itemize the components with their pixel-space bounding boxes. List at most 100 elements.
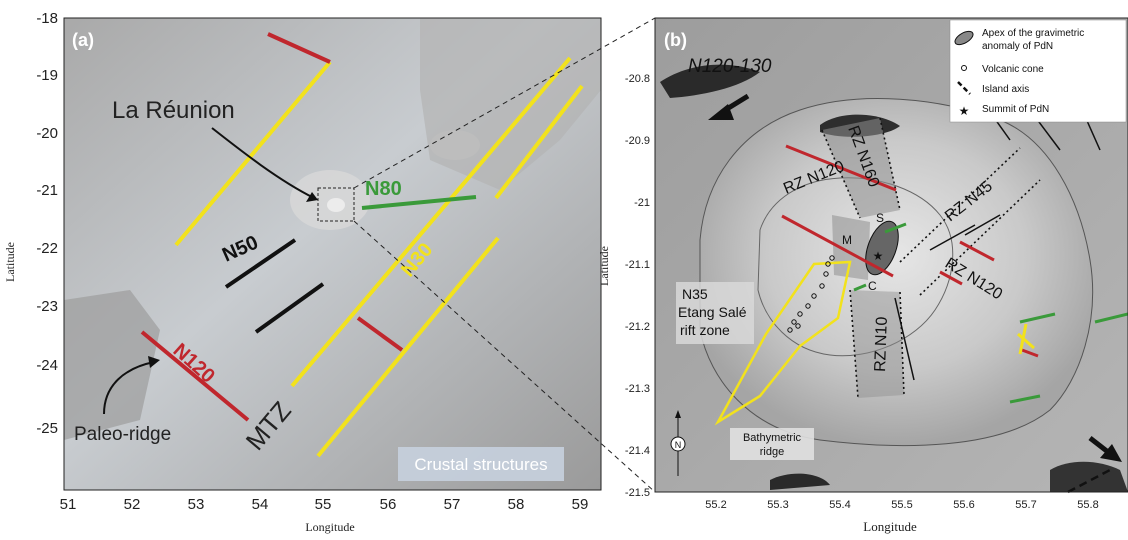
legend-item-label: Summit of PdN (982, 104, 1049, 115)
y-tick-label: -25 (36, 420, 58, 437)
x-tick-label: 51 (60, 496, 77, 513)
panel-a-x-axis-title: Longitude (305, 520, 354, 534)
y-tick-label: -21.2 (625, 321, 650, 333)
circle-icon (811, 293, 817, 299)
panel-a-structures (140, 32, 584, 458)
y-tick-label: -20.8 (625, 73, 650, 85)
rift-zone-n160-area (822, 118, 900, 218)
etang-sale-line: rift zone (680, 322, 730, 338)
bathymetric-ridge-line: Bathymetric (743, 432, 802, 444)
etang-sale-rift-zone-outline (714, 260, 852, 426)
panel-a-y-axis: -18 -19 -20 -21 -22 -23 -24 -25 (36, 10, 58, 437)
circle-icon (787, 327, 793, 333)
x-tick-label: 55.8 (1077, 499, 1098, 511)
summit-star-icon: ★ (873, 249, 884, 263)
m-label: M (842, 233, 852, 247)
bathymetric-ridge-label-box (730, 428, 814, 460)
circle-icon (819, 283, 825, 289)
n80-label: N80 (365, 178, 402, 200)
ellipse-icon (954, 30, 974, 46)
etang-sale-line: N35 (682, 286, 708, 302)
red-n120-lineament (356, 316, 404, 352)
bathymetric-feature (1050, 461, 1128, 492)
x-tick-label: 56 (380, 496, 397, 513)
circle-icon (825, 261, 831, 267)
x-tick-label: 55.2 (705, 499, 726, 511)
y-tick-label: -20.9 (625, 135, 650, 147)
panel-b-y-axis: -20.8 -20.9 -21 -21.1 -21.2 -21.3 -21.4 … (625, 73, 650, 499)
panel-a-y-axis-title: Latitude (3, 242, 17, 282)
panel-a-mauritius-relief (430, 130, 480, 160)
la-reunion-pointer-arrow (211, 127, 315, 199)
etang-sale-label-box (676, 282, 754, 344)
y-tick-label: -21 (36, 182, 58, 199)
yellow-n30-lineament (174, 60, 332, 247)
circle-icon (805, 303, 811, 309)
inset-connector-line (353, 220, 656, 493)
panel-a: -18 -19 -20 -21 -22 -23 -24 -25 Latitude… (3, 10, 602, 534)
y-tick-label: -21.1 (625, 259, 650, 271)
crustal-structures-caption: Crustal structures (414, 455, 547, 474)
summit-contour (757, 177, 954, 357)
panel-a-x-axis: 51 52 53 54 55 56 57 58 59 (60, 496, 589, 513)
panel-b-green-lineaments (853, 222, 1128, 404)
x-tick-label: 55.3 (767, 499, 788, 511)
black-n50-lineament (254, 282, 325, 334)
y-tick-label: -24 (36, 357, 58, 374)
x-tick-label: 55.6 (953, 499, 974, 511)
panel-b-x-axis: 55.2 55.3 55.4 55.5 55.6 55.7 55.8 (705, 499, 1098, 511)
rz-n10-label: RZ N10 (872, 316, 891, 372)
s-label: S (876, 211, 884, 225)
panel-b-y-axis-title: Latitude (597, 246, 611, 286)
crustal-structures-caption-box (398, 447, 564, 481)
la-reunion-inset-box (317, 187, 355, 222)
x-tick-label: 58 (508, 496, 525, 513)
legend-box (949, 19, 1127, 123)
x-tick-label: 57 (444, 496, 461, 513)
north-label: N (675, 440, 682, 450)
paleo-ridge-label: Paleo-ridge (74, 424, 171, 445)
panel-a-paleo-ridge-relief (64, 290, 160, 440)
x-tick-label: 54 (252, 496, 269, 513)
panel-b: ★ -20.8 -20.9 -21 -21.1 -21.2 -21.3 -21.… (597, 17, 1128, 534)
legend-item-label: Apex of the gravimetric (982, 28, 1084, 39)
panel-b-x-axis-title: Longitude (863, 519, 917, 534)
y-tick-label: -23 (36, 298, 58, 315)
se-direction-arrow-icon (1088, 436, 1122, 462)
y-tick-label: -21.3 (625, 383, 650, 395)
legend-item-label: Volcanic cone (982, 64, 1044, 75)
north-arrow-icon: N (670, 410, 686, 476)
dashed-line-icon (957, 81, 971, 95)
island-axis-line (1067, 468, 1111, 494)
paleo-ridge-pointer-arrow (103, 361, 155, 415)
star-icon: ★ (959, 104, 970, 118)
circle-icon (829, 255, 835, 261)
gravimetric-anomaly-ellipse (865, 220, 899, 276)
y-tick-label: -18 (36, 10, 58, 27)
y-tick-label: -21.5 (625, 487, 650, 499)
bathymetric-ridge-line: ridge (760, 446, 784, 458)
etang-sale-line: Etang Salé (678, 304, 747, 320)
circle-icon (961, 65, 967, 71)
arrow-head-icon (306, 192, 318, 202)
black-n50-lineament (224, 238, 297, 289)
x-tick-label: 59 (572, 496, 589, 513)
legend-item-label: Island axis (982, 84, 1029, 95)
x-tick-label: 55.4 (829, 499, 850, 511)
red-n120-lineament (267, 32, 331, 64)
y-tick-label: -19 (36, 67, 58, 84)
y-tick-label: -21.4 (625, 445, 650, 457)
volcanic-cones (787, 255, 835, 333)
red-paleo-ridge-line (140, 330, 250, 422)
n120-130-label: N120-130 (688, 56, 772, 77)
panel-a-frame (63, 17, 602, 491)
yellow-n30-lineament (316, 236, 500, 458)
la-reunion-island-shaded-relief (699, 98, 1094, 447)
y-tick-label: -22 (36, 240, 58, 257)
green-n80-lineament (361, 195, 477, 210)
la-reunion-island (327, 198, 345, 212)
x-tick-label: 55.7 (1015, 499, 1036, 511)
rift-zone-n10-area (850, 290, 904, 398)
rift-zone-n120-area (832, 215, 870, 280)
